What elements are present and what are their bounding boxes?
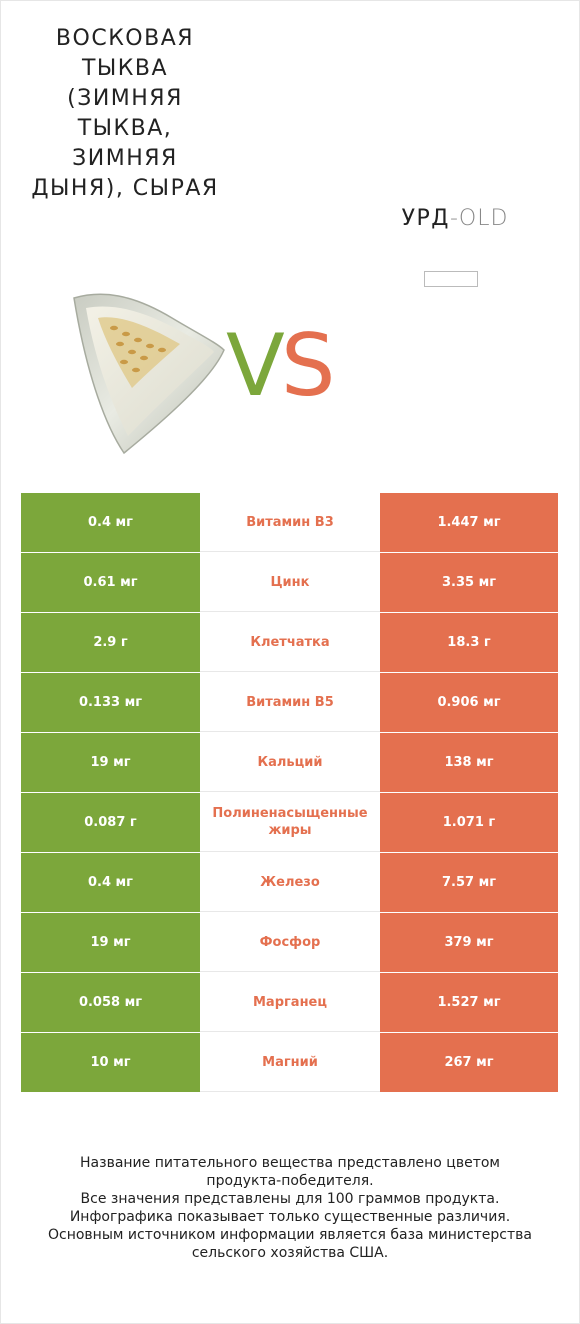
comparison-table: 0.4 мг Витамин B3 1.447 мг 0.61 мг Цинк 3.35 … <box>21 493 558 1093</box>
nutrient-name: Марганец <box>200 973 380 1032</box>
table-row: 0.087 г Полиненасыщенные жиры 1.071 г <box>21 793 558 852</box>
table-row: 2.9 г Клетчатка 18.3 г <box>21 613 558 672</box>
table-row: 19 мг Фосфор 379 мг <box>21 913 558 972</box>
left-value: 0.087 г <box>21 793 200 852</box>
footnote-line: Все значения представлены для 100 граммо… <box>80 1191 500 1207</box>
footnote-line: сельского хозяйства США. <box>191 1245 389 1261</box>
footnote: Название питательного вещества представл… <box>20 1154 560 1262</box>
left-value: 2.9 г <box>21 613 200 672</box>
table-row: 0.4 мг Витамин B3 1.447 мг <box>21 493 558 552</box>
nutrient-name: Витамин B3 <box>200 493 380 552</box>
table-row: 19 мг Кальций 138 мг <box>21 733 558 792</box>
nutrient-name: Кальций <box>200 733 380 792</box>
right-value: 7.57 мг <box>380 853 558 912</box>
left-value: 19 мг <box>21 733 200 792</box>
right-value: 1.071 г <box>380 793 558 852</box>
right-value: 18.3 г <box>380 613 558 672</box>
nutrient-name: Клетчатка <box>200 613 380 672</box>
left-product-title: Восковая тыква (зимняя тыква, зимняя дын… <box>31 26 219 201</box>
left-value: 0.4 мг <box>21 853 200 912</box>
vs-label: VS <box>226 316 336 416</box>
right-value: 379 мг <box>380 913 558 972</box>
right-title-suffix: -old <box>449 206 509 231</box>
vs-letter-s: S <box>280 316 336 416</box>
left-value: 0.4 мг <box>21 493 200 552</box>
table-row: 0.133 мг Витамин B5 0.906 мг <box>21 673 558 732</box>
urd-image-placeholder <box>424 271 478 287</box>
left-value: 0.61 мг <box>21 553 200 612</box>
wax-gourd-image <box>73 293 225 455</box>
table-row: 0.4 мг Железо 7.57 мг <box>21 853 558 912</box>
nutrient-name: Железо <box>200 853 380 912</box>
vs-letter-v: V <box>226 316 285 416</box>
nutrient-name: Фосфор <box>200 913 380 972</box>
table-row: 0.61 мг Цинк 3.35 мг <box>21 553 558 612</box>
nutrient-name: Цинк <box>200 553 380 612</box>
right-title-main: Урд <box>401 206 450 231</box>
table-row: 10 мг Магний 267 мг <box>21 1033 558 1092</box>
right-value: 3.35 мг <box>380 553 558 612</box>
right-value: 138 мг <box>380 733 558 792</box>
left-value: 0.058 мг <box>21 973 200 1032</box>
right-value: 0.906 мг <box>380 673 558 732</box>
right-value: 267 мг <box>380 1033 558 1092</box>
nutrient-name: Полиненасыщенные жиры <box>200 793 380 852</box>
footnote-line: продукта-победителя. <box>206 1173 374 1189</box>
left-value: 0.133 мг <box>21 673 200 732</box>
nutrient-name: Витамин B5 <box>200 673 380 732</box>
right-value: 1.447 мг <box>380 493 558 552</box>
nutrient-name: Магний <box>200 1033 380 1092</box>
footnote-line: Название питательного вещества представл… <box>80 1155 500 1171</box>
footnote-line: Основным источником информации является … <box>48 1227 532 1243</box>
table-row: 0.058 мг Марганец 1.527 мг <box>21 973 558 1032</box>
left-value: 10 мг <box>21 1033 200 1092</box>
left-value: 19 мг <box>21 913 200 972</box>
right-value: 1.527 мг <box>380 973 558 1032</box>
footnote-line: Инфографика показывает только существенн… <box>69 1209 511 1225</box>
right-product-title: Урд-old <box>360 204 550 234</box>
